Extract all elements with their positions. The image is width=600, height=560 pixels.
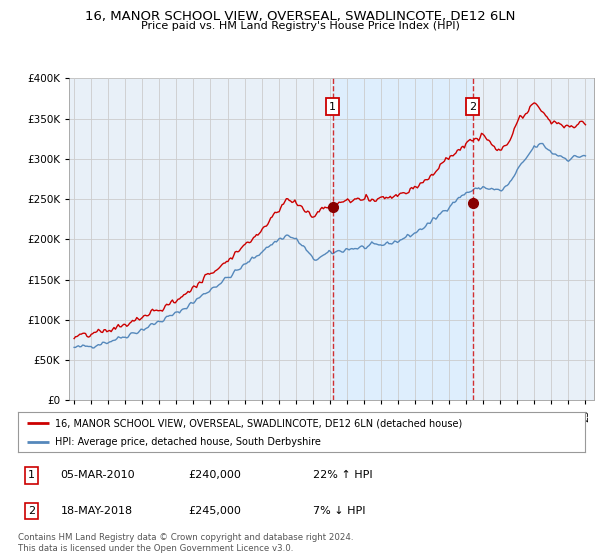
Text: HPI: Average price, detached house, South Derbyshire: HPI: Average price, detached house, Sout…	[55, 437, 321, 447]
Text: 1: 1	[28, 470, 35, 480]
Text: 7% ↓ HPI: 7% ↓ HPI	[313, 506, 365, 516]
Text: 22% ↑ HPI: 22% ↑ HPI	[313, 470, 373, 480]
Text: Contains HM Land Registry data © Crown copyright and database right 2024.
This d: Contains HM Land Registry data © Crown c…	[18, 533, 353, 553]
Text: 16, MANOR SCHOOL VIEW, OVERSEAL, SWADLINCOTE, DE12 6LN: 16, MANOR SCHOOL VIEW, OVERSEAL, SWADLIN…	[85, 10, 515, 23]
Text: £245,000: £245,000	[188, 506, 241, 516]
Text: 18-MAY-2018: 18-MAY-2018	[61, 506, 133, 516]
Text: £240,000: £240,000	[188, 470, 241, 480]
Text: 1: 1	[329, 101, 336, 111]
Text: 2: 2	[28, 506, 35, 516]
Text: 16, MANOR SCHOOL VIEW, OVERSEAL, SWADLINCOTE, DE12 6LN (detached house): 16, MANOR SCHOOL VIEW, OVERSEAL, SWADLIN…	[55, 418, 462, 428]
Text: Price paid vs. HM Land Registry's House Price Index (HPI): Price paid vs. HM Land Registry's House …	[140, 21, 460, 31]
Text: 2: 2	[469, 101, 476, 111]
Text: 05-MAR-2010: 05-MAR-2010	[61, 470, 135, 480]
Bar	[332, 78, 473, 400]
